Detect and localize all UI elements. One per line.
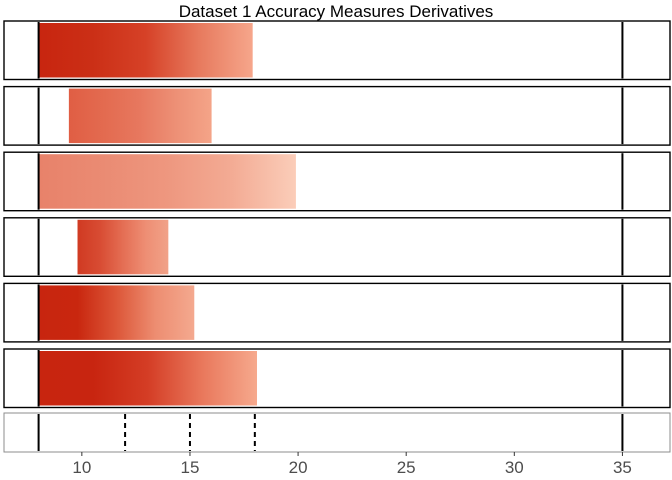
bar: [77, 219, 169, 275]
x-tick-label: 20: [289, 458, 308, 477]
bar: [38, 285, 195, 340]
bar: [38, 23, 253, 78]
x-tick-label: 30: [505, 458, 524, 477]
chart-title: Dataset 1 Accuracy Measures Derivatives: [179, 2, 494, 21]
bar: [38, 351, 257, 406]
bar-panel: [3, 217, 671, 278]
x-tick-label: 35: [613, 458, 632, 477]
bar-panel: [3, 348, 671, 409]
bar-panels: [3, 20, 671, 409]
x-tick-label: 25: [397, 458, 416, 477]
bar-panel: [3, 151, 671, 212]
bar-panel: [3, 20, 671, 81]
bar-panel: [3, 85, 671, 146]
x-axis: 10 15 20 25 30 35: [72, 452, 632, 477]
bar-panel: [3, 282, 671, 343]
bar: [38, 154, 296, 209]
x-tick-label: 15: [181, 458, 200, 477]
x-tick-label: 10: [72, 458, 91, 477]
reference-panel-border: [3, 412, 671, 453]
bar: [68, 88, 212, 144]
reference-panel: [3, 412, 671, 453]
